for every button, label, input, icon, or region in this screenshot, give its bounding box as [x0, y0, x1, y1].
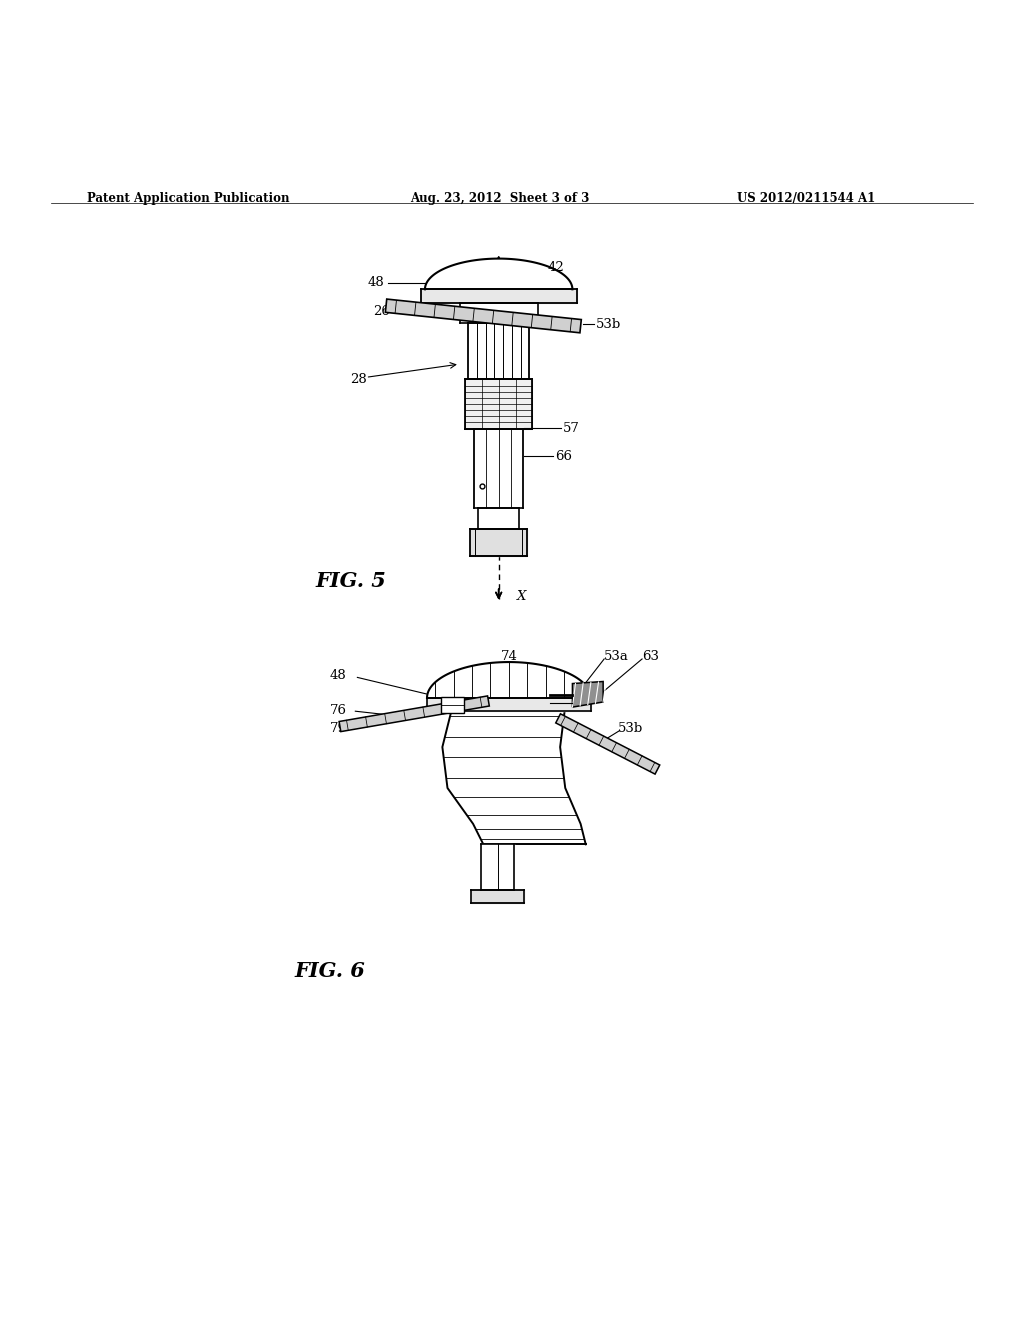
Polygon shape — [465, 379, 532, 429]
Text: 74: 74 — [501, 651, 517, 664]
Text: 48: 48 — [330, 669, 346, 682]
Text: Aug. 23, 2012  Sheet 3 of 3: Aug. 23, 2012 Sheet 3 of 3 — [410, 191, 589, 205]
Text: Patent Application Publication: Patent Application Publication — [87, 191, 290, 205]
Polygon shape — [460, 302, 538, 323]
Polygon shape — [481, 845, 514, 891]
Polygon shape — [572, 681, 603, 708]
Polygon shape — [556, 714, 659, 774]
Polygon shape — [478, 508, 519, 529]
Text: 53b: 53b — [596, 318, 622, 330]
Polygon shape — [385, 300, 582, 333]
Text: 79: 79 — [330, 722, 347, 735]
Polygon shape — [339, 696, 489, 731]
Polygon shape — [471, 891, 524, 903]
Text: 48: 48 — [368, 276, 384, 289]
Text: X: X — [517, 590, 526, 603]
Text: 53b: 53b — [617, 722, 643, 735]
Text: 57: 57 — [563, 422, 580, 436]
Text: 28: 28 — [350, 374, 367, 385]
Polygon shape — [474, 429, 523, 508]
Polygon shape — [427, 698, 591, 711]
Polygon shape — [427, 663, 591, 698]
Polygon shape — [441, 697, 464, 713]
Text: FIG. 6: FIG. 6 — [295, 961, 366, 981]
Text: 42: 42 — [548, 261, 564, 275]
Text: 63: 63 — [642, 651, 659, 664]
Text: FIG. 5: FIG. 5 — [315, 572, 386, 591]
Polygon shape — [470, 529, 527, 556]
Text: US 2012/0211544 A1: US 2012/0211544 A1 — [737, 191, 876, 205]
Text: 26: 26 — [373, 305, 389, 318]
Text: 53a: 53a — [604, 651, 629, 664]
Text: 66: 66 — [555, 450, 572, 463]
Text: 76: 76 — [330, 704, 347, 717]
Polygon shape — [468, 323, 529, 379]
Polygon shape — [421, 289, 577, 302]
